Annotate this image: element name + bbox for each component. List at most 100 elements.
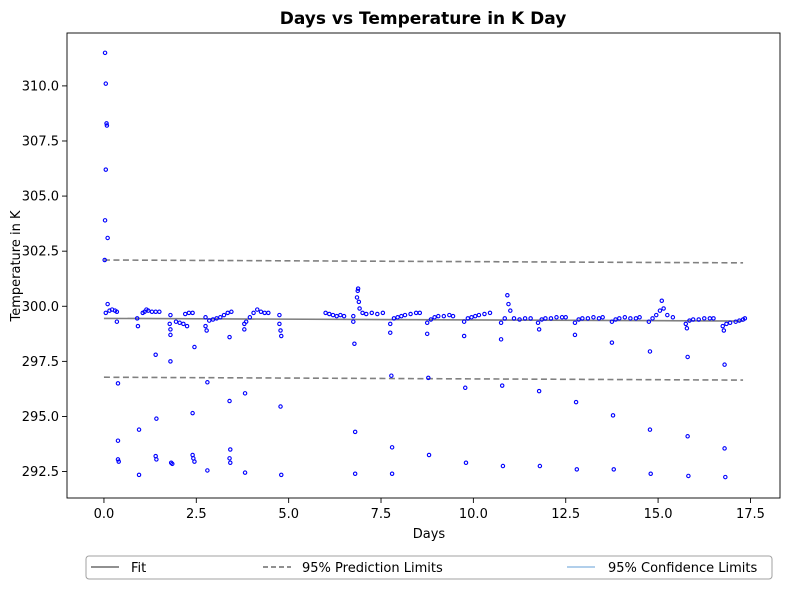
data-point: [355, 288, 360, 294]
data-point: [380, 310, 386, 316]
data-point: [210, 317, 216, 322]
data-point: [205, 380, 210, 385]
data-point: [511, 316, 517, 321]
legend-frame: [85, 555, 773, 580]
data-point: [441, 313, 447, 319]
data-point: [228, 460, 233, 465]
data-point: [722, 362, 727, 367]
x-tick-label: 15.0: [644, 507, 673, 522]
data-point: [499, 383, 505, 388]
data-point: [707, 316, 713, 321]
data-point: [399, 313, 404, 319]
y-tick-label: 300.0: [22, 300, 59, 315]
data-point: [585, 316, 591, 321]
data-point: [572, 320, 578, 326]
y-tick-label: 305.0: [22, 190, 59, 205]
data-point: [157, 309, 162, 315]
data-point: [596, 316, 602, 321]
data-point: [327, 311, 332, 317]
data-point: [576, 317, 581, 322]
data-point: [498, 337, 504, 342]
data-point: [727, 320, 733, 326]
data-point: [168, 327, 173, 332]
data-point: [391, 316, 397, 321]
data-point: [646, 319, 652, 324]
data-point: [279, 472, 284, 478]
data-point: [426, 452, 432, 458]
data-point: [167, 321, 172, 327]
data-point: [146, 308, 151, 313]
data-point: [351, 313, 356, 319]
data-point: [229, 309, 234, 315]
data-point: [341, 313, 347, 319]
data-point: [153, 352, 158, 358]
prediction-upper-line: [103, 259, 744, 264]
data-point: [338, 312, 343, 318]
data-point: [684, 326, 690, 331]
data-point: [218, 315, 223, 320]
data-point: [204, 328, 209, 333]
data-point: [665, 312, 670, 318]
data-point: [417, 310, 423, 316]
data-point: [227, 456, 232, 461]
data-point: [375, 311, 380, 317]
data-point: [685, 434, 690, 439]
data-point: [243, 319, 249, 324]
y-tick-label: 307.5: [22, 134, 59, 149]
data-point: [354, 295, 360, 300]
data-point: [103, 310, 109, 316]
data-point: [517, 317, 522, 322]
data-point: [388, 321, 393, 327]
data-point: [352, 471, 358, 477]
data-point: [506, 301, 511, 307]
data-point: [657, 308, 663, 313]
data-point: [357, 306, 362, 311]
data-point: [136, 472, 142, 478]
data-point: [242, 470, 248, 475]
data-point: [535, 320, 541, 326]
x-tick-label: 7.5: [371, 507, 392, 522]
data-point: [670, 315, 676, 320]
legend: Fit 95% Prediction Limits 95% Confidence…: [85, 555, 773, 580]
data-point: [610, 413, 616, 418]
data-point: [114, 319, 120, 324]
data-point: [352, 341, 357, 346]
data-point: [355, 286, 361, 291]
data-point: [104, 121, 109, 126]
legend-confidence-label: 95% Confidence Limits: [608, 561, 757, 576]
data-point: [574, 467, 580, 472]
data-point: [613, 317, 618, 322]
data-point: [685, 354, 690, 360]
data-point: [462, 385, 468, 391]
data-point: [600, 315, 605, 320]
data-point: [413, 310, 419, 316]
data-point: [572, 332, 578, 338]
data-point: [389, 445, 395, 450]
axes-frame: [66, 32, 781, 499]
data-point: [711, 316, 716, 321]
y-tick-label: 292.5: [22, 465, 59, 480]
data-point: [687, 318, 692, 323]
data-point: [277, 312, 282, 318]
data-point: [573, 399, 579, 405]
data-point: [617, 316, 622, 321]
data-point: [432, 315, 437, 320]
data-point: [476, 312, 482, 318]
y-tick-label: 295.0: [22, 410, 59, 425]
data-point: [424, 320, 430, 326]
data-point: [149, 309, 155, 315]
data-point: [205, 468, 210, 473]
data-point: [436, 313, 441, 319]
data-point: [428, 317, 434, 322]
data-point: [723, 474, 728, 480]
data-point: [463, 460, 469, 465]
data-point: [247, 315, 253, 320]
data-point: [622, 315, 628, 320]
data-point: [115, 381, 121, 386]
data-point: [536, 327, 542, 332]
data-point: [279, 333, 284, 339]
data-point: [426, 375, 431, 381]
x-tick-label: 17.5: [736, 507, 765, 522]
data-point: [103, 81, 109, 86]
